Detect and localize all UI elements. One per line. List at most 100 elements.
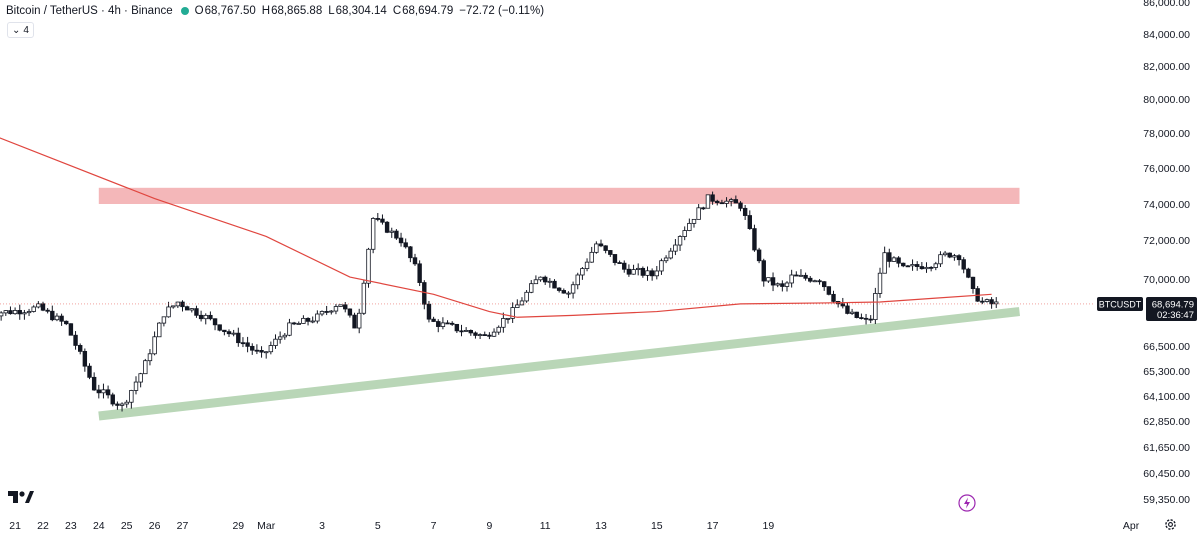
candle-down (212, 318, 218, 326)
candle-down (259, 350, 264, 353)
candle-down (980, 300, 985, 303)
time-tick-label: 27 (177, 520, 189, 532)
candle-down (840, 303, 845, 307)
time-tick-label: 21 (9, 520, 21, 532)
symbol-title[interactable]: Bitcoin / TetherUS · 4h · Binance (6, 5, 173, 17)
time-tick-label: 24 (93, 520, 105, 532)
candle-down (756, 249, 762, 262)
candle-down (863, 317, 869, 320)
price-tick-label: 82,000.00 (1143, 61, 1190, 73)
candle-up (268, 345, 274, 353)
candle-down (305, 317, 311, 322)
candle-down (110, 394, 115, 405)
candle-up (36, 303, 41, 308)
candle-down (626, 268, 632, 275)
candle-up (389, 230, 394, 233)
candle-down (482, 334, 487, 336)
candle-down (608, 250, 613, 255)
candle-up (370, 218, 376, 250)
candle-up (891, 257, 897, 262)
candle-up (366, 248, 371, 284)
candle-up (668, 250, 673, 259)
candle-up (463, 330, 469, 332)
symbol-legend[interactable]: Bitcoin / TetherUS · 4h · Binance O 68,7… (6, 3, 544, 19)
price-tick-label: 70,000.00 (1143, 274, 1190, 286)
time-tick-label: 29 (232, 520, 244, 532)
lightning-icon[interactable] (958, 494, 976, 512)
candle-up (566, 292, 571, 295)
candle-up (942, 252, 948, 256)
candle-up (491, 331, 497, 337)
candle-down (105, 389, 111, 396)
candle-down (896, 257, 901, 264)
candle-up (54, 315, 60, 321)
last-price-tag (1146, 296, 1197, 321)
candle-up (505, 317, 511, 320)
candle-down (240, 342, 246, 345)
candle-down (640, 267, 646, 276)
open-value: 68,767.50 (204, 5, 256, 17)
candle-up (533, 279, 539, 285)
close-value: 68,694.79 (402, 5, 454, 17)
candle-down (208, 314, 213, 320)
time-tick-label: 3 (319, 520, 325, 532)
candle-up (696, 207, 701, 220)
time-axis[interactable]: 22 24 26 Mar 3 5 7 9 11 13 15 17 19 21 23 25 27 29 Apr (9, 520, 1140, 532)
candle-up (277, 336, 283, 340)
time-tick-label: 22 (37, 520, 49, 532)
candle-up (673, 244, 678, 252)
candle-down (919, 266, 925, 270)
price-tick-label: 60,450.00 (1143, 468, 1190, 480)
candle-down (347, 308, 353, 316)
candle-down (901, 262, 906, 267)
candle-up (129, 390, 134, 403)
support-trendline (98, 307, 1021, 421)
candle-up (161, 316, 167, 324)
candle-down (417, 263, 422, 283)
candle-up (287, 322, 292, 336)
candle-up (133, 381, 139, 391)
candle-up (170, 305, 176, 308)
candle-down (375, 218, 380, 220)
price-axis[interactable]: 86,000.00 84,000.00 82,000.00 80,000.00 78,0… (1143, 0, 1190, 506)
candle-down (543, 276, 548, 283)
candle-down (59, 315, 64, 322)
candle-up (333, 306, 339, 312)
time-tick-label: 15 (651, 520, 663, 532)
candle-down (808, 277, 813, 282)
candle-down (719, 202, 725, 205)
candle-down (915, 264, 920, 267)
candle-up (119, 403, 125, 406)
candle-up (933, 263, 938, 268)
candle-down (50, 310, 55, 321)
candle-down (826, 286, 832, 295)
candle-down (961, 259, 966, 270)
price-tick-label: 78,000.00 (1143, 128, 1190, 140)
candle-down (715, 200, 720, 204)
candle-up (22, 312, 27, 315)
tradingview-logo-icon[interactable] (8, 489, 34, 505)
candle-down (194, 308, 199, 316)
price-tick-label: 86,000.00 (1143, 0, 1190, 9)
candles-layer (0, 191, 999, 412)
candle-down (803, 274, 808, 279)
time-tick-label: Mar (257, 520, 276, 532)
candle-down (245, 342, 250, 347)
candle-up (636, 267, 641, 270)
candle-down (222, 329, 227, 333)
candle-up (529, 283, 534, 293)
candle-down (854, 311, 859, 318)
candle-up (515, 304, 520, 308)
candle-down (180, 301, 185, 308)
low-value: 68,304.14 (335, 5, 387, 17)
candle-up (724, 200, 729, 204)
ticker-tag (1097, 296, 1143, 311)
indicators-toggle-button[interactable]: ⌄ 4 (7, 22, 34, 38)
candle-up (231, 332, 236, 335)
time-tick-label: 13 (595, 520, 607, 532)
gear-icon[interactable] (1164, 518, 1177, 531)
candle-up (0, 312, 4, 317)
price-tick-label: 65,300.00 (1143, 366, 1190, 378)
